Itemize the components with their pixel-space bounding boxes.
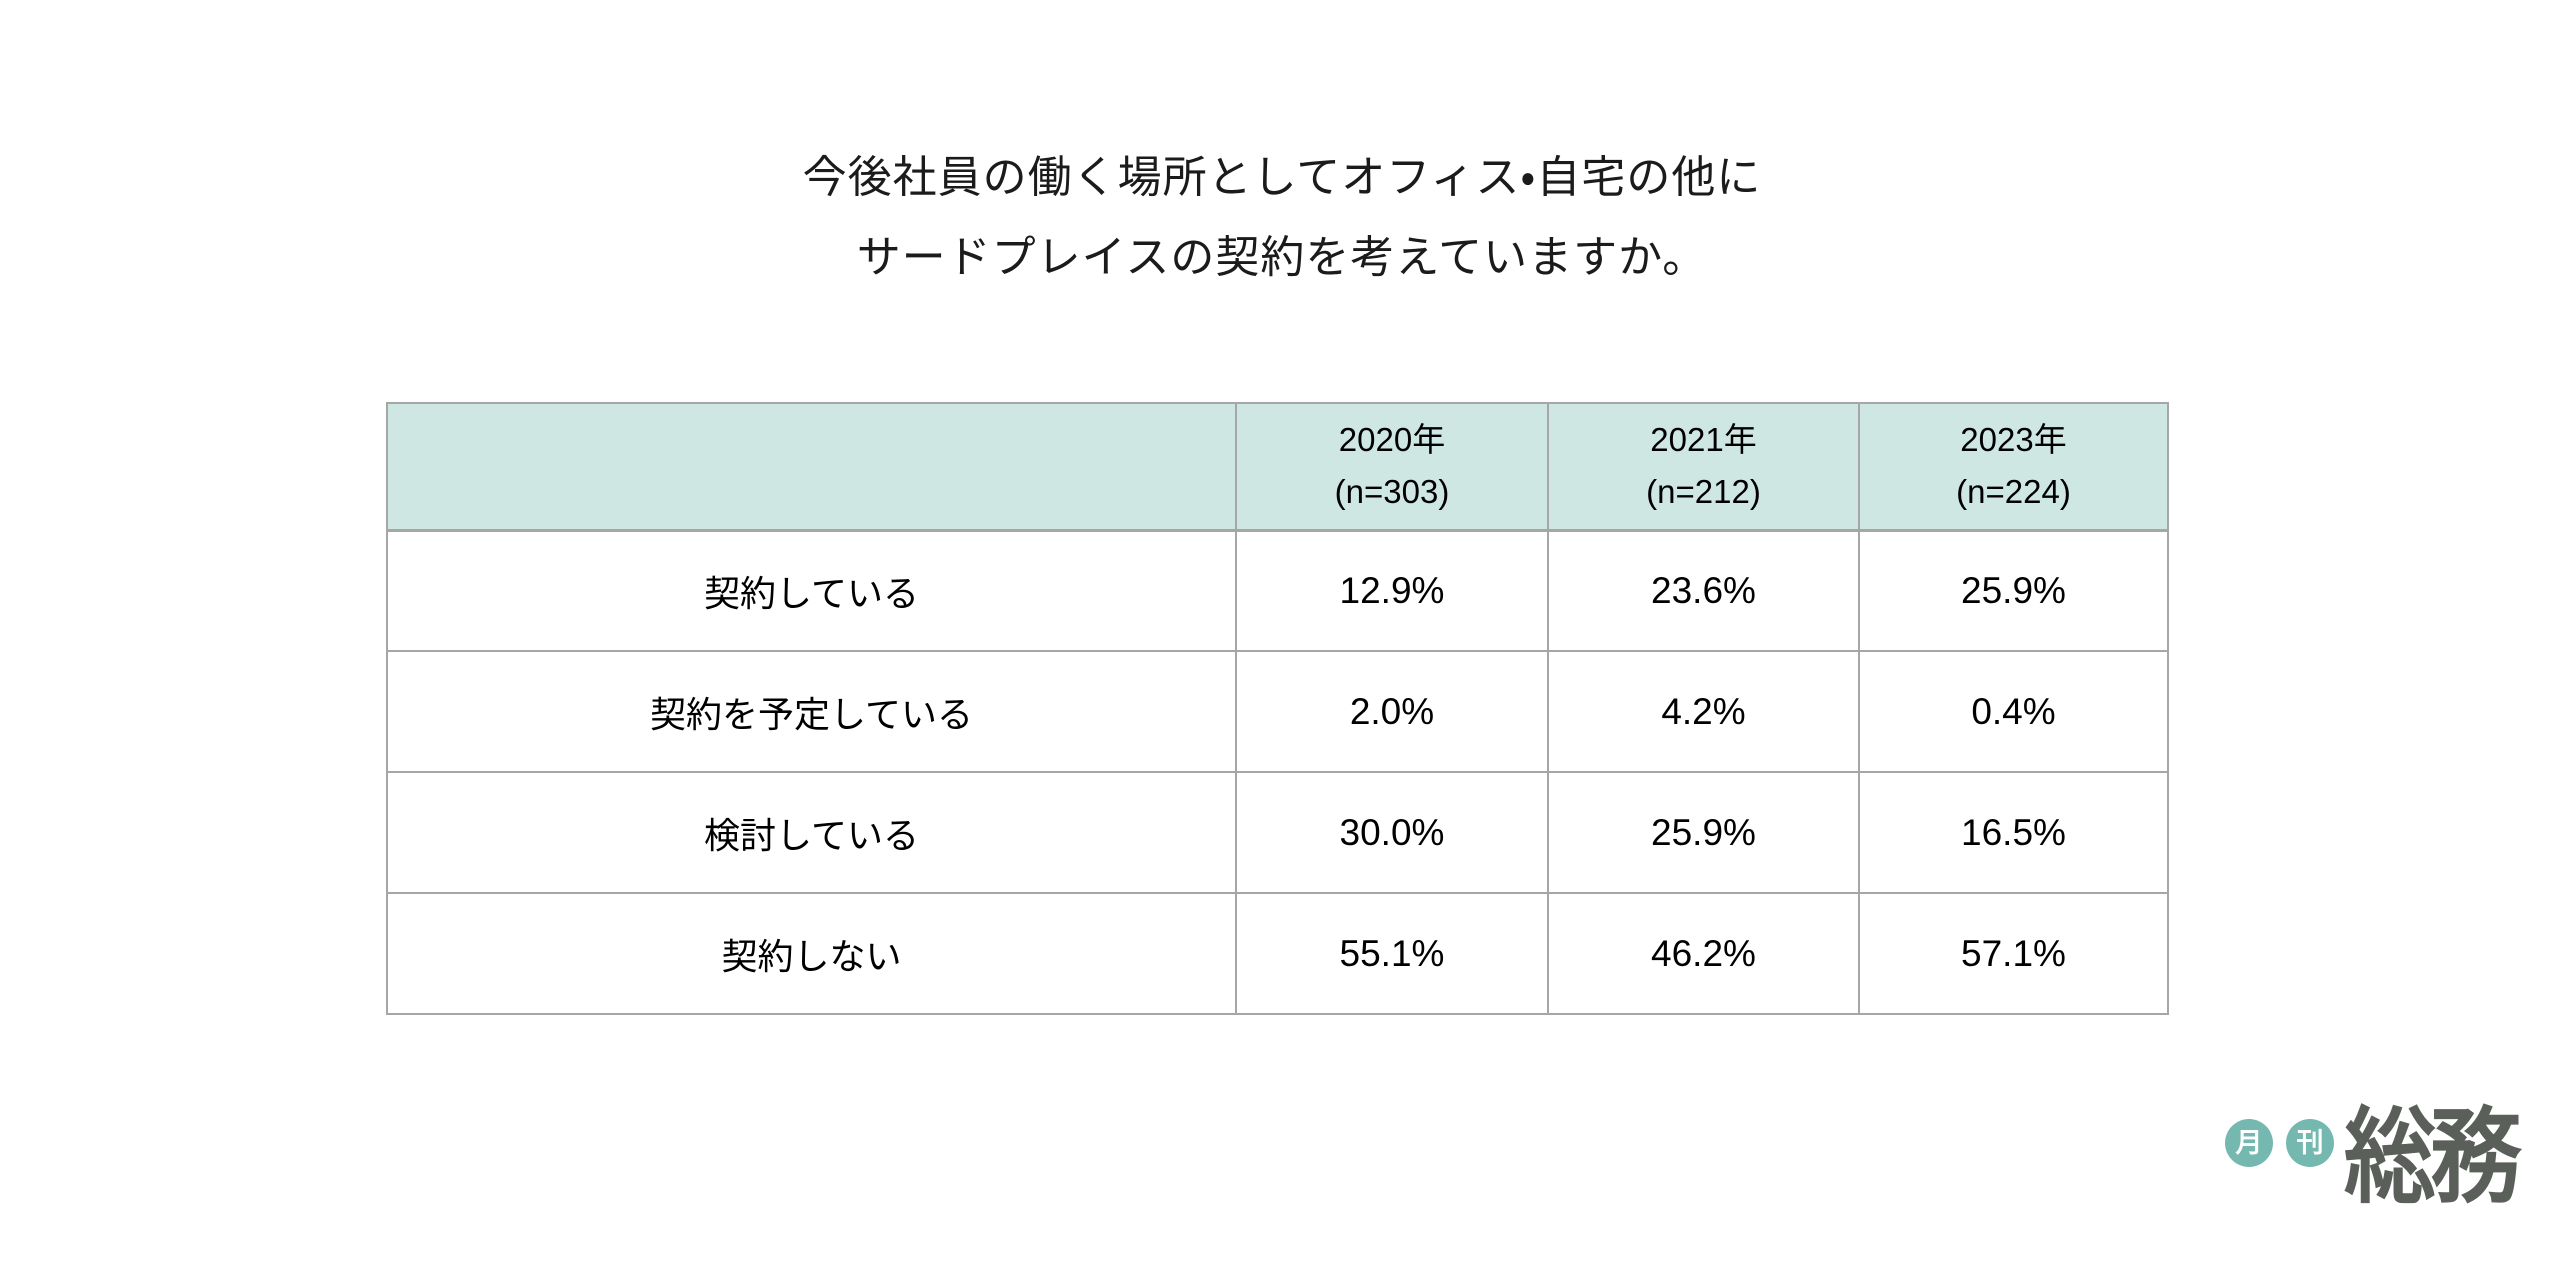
- table-corner-cell: [386, 402, 1237, 532]
- cell-value-2021: 46.2%: [1547, 892, 1860, 1015]
- column-header-2020: 2020年 (n=303): [1235, 402, 1549, 532]
- cell-value-2020: 12.9%: [1235, 529, 1549, 652]
- cell-value-2021: 25.9%: [1547, 771, 1860, 894]
- cell-value-2021: 23.6%: [1547, 529, 1860, 652]
- survey-results-table: 2020年 (n=303) 2021年 (n=212) 2023年 (n=224…: [386, 402, 2169, 1015]
- column-sample-size: (n=224): [1956, 473, 2071, 511]
- cell-value-2023: 16.5%: [1858, 771, 2169, 894]
- logo-circle-getsu: 月: [2225, 1119, 2273, 1167]
- column-year-label: 2020年: [1338, 421, 1446, 459]
- table-row-kentou-shiteiru: 検討している 30.0% 25.9% 16.5%: [386, 771, 2169, 894]
- column-header-2023: 2023年 (n=224): [1858, 402, 2169, 532]
- logo-wordmark-soumu: 総務: [2344, 1100, 2522, 1216]
- column-sample-size: (n=303): [1334, 473, 1450, 511]
- table-row-keiyaku-yotei: 契約を予定している 2.0% 4.2% 0.4%: [386, 650, 2169, 773]
- column-header-2021: 2021年 (n=212): [1547, 402, 1860, 532]
- chart-title: 今後社員の働く場所としてオフィス・自宅の他に サードプレイスの契約を考えています…: [0, 138, 2564, 298]
- table-header-row: 2020年 (n=303) 2021年 (n=212) 2023年 (n=224…: [386, 402, 2169, 532]
- row-label: 検討している: [386, 771, 1237, 894]
- cell-value-2023: 0.4%: [1858, 650, 2169, 773]
- table-row-keiyaku-shinai: 契約しない 55.1% 46.2% 57.1%: [386, 892, 2169, 1015]
- cell-value-2021: 4.2%: [1547, 650, 1860, 773]
- row-label: 契約している: [386, 529, 1237, 652]
- table-row-keiyaku-shiteiru: 契約している 12.9% 23.6% 25.9%: [386, 529, 2169, 652]
- cell-value-2020: 55.1%: [1235, 892, 1549, 1015]
- column-year-label: 2023年: [1960, 421, 2067, 459]
- cell-value-2020: 2.0%: [1235, 650, 1549, 773]
- row-label: 契約を予定している: [386, 650, 1237, 773]
- row-label: 契約しない: [386, 892, 1237, 1015]
- cell-value-2023: 25.9%: [1858, 529, 2169, 652]
- chart-title-line1: 今後社員の働く場所としてオフィス・自宅の他に: [802, 153, 1762, 202]
- cell-value-2020: 30.0%: [1235, 771, 1549, 894]
- column-sample-size: (n=212): [1646, 473, 1761, 511]
- logo-circle-kan: 刊: [2286, 1119, 2334, 1167]
- gekkan-soumu-logo: 月 刊 総務: [2225, 1100, 2540, 1216]
- column-year-label: 2021年: [1650, 421, 1757, 459]
- chart-title-line2: サードプレイスの契約を考えていますか。: [856, 233, 1708, 282]
- cell-value-2023: 57.1%: [1858, 892, 2169, 1015]
